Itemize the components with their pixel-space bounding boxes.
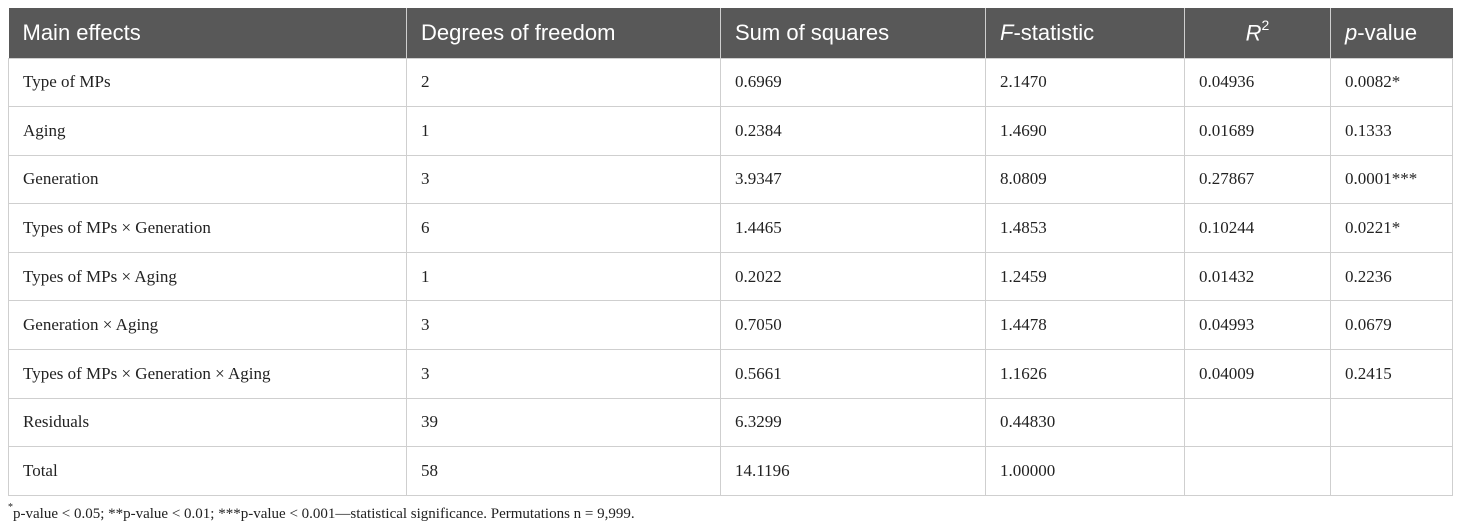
header-degrees-of-freedom: Degrees of freedom <box>406 8 721 58</box>
cell-r-squared: 0.10244 <box>1184 203 1331 253</box>
cell-f-statistic: 1.4690 <box>985 106 1185 156</box>
cell-degrees-of-freedom: 58 <box>406 446 721 496</box>
cell-r-squared: 0.04936 <box>1184 57 1331 108</box>
table-row: Type of MPs 2 0.6969 2.1470 0.04936 0.0082* <box>8 57 1453 108</box>
header-r-italic: R <box>1245 20 1262 46</box>
cell-main-effect: Types of MPs × Generation <box>8 203 407 253</box>
cell-main-effect: Residuals <box>8 397 407 448</box>
cell-sum-of-squares: 0.5661 <box>720 349 986 399</box>
header-f-italic: F <box>1000 19 1014 45</box>
header-main-effects: Main effects <box>8 8 407 58</box>
cell-r-squared <box>1184 446 1331 496</box>
cell-r-squared: 0.04993 <box>1184 300 1331 351</box>
footnote-text: p-value < 0.05; **p-value < 0.01; ***p-v… <box>13 506 635 522</box>
cell-f-statistic: 1.4853 <box>985 203 1185 253</box>
table-row: Types of MPs × Aging 1 0.2022 1.2459 0.01432… <box>8 251 1453 302</box>
cell-degrees-of-freedom: 3 <box>406 349 721 399</box>
cell-p-value: 0.0679 <box>1330 300 1453 351</box>
cell-sum-of-squares: 3.9347 <box>720 154 986 205</box>
cell-p-value: 0.1333 <box>1330 106 1453 156</box>
cell-f-statistic: 0.44830 <box>985 397 1185 448</box>
cell-f-statistic: 8.0809 <box>985 154 1185 205</box>
cell-degrees-of-freedom: 3 <box>406 300 721 351</box>
cell-sum-of-squares: 6.3299 <box>720 397 986 448</box>
cell-sum-of-squares: 0.6969 <box>720 57 986 108</box>
cell-f-statistic: 1.1626 <box>985 349 1185 399</box>
cell-sum-of-squares: 0.2384 <box>720 106 986 156</box>
cell-main-effect: Aging <box>8 106 407 156</box>
table-row: Generation 3 3.9347 8.0809 0.27867 0.0001*** <box>8 154 1453 205</box>
cell-r-squared: 0.01432 <box>1184 251 1331 302</box>
cell-main-effect: Type of MPs <box>8 57 407 108</box>
cell-degrees-of-freedom: 1 <box>406 251 721 302</box>
cell-main-effect: Generation × Aging <box>8 300 407 351</box>
header-sum-of-squares: Sum of squares <box>720 8 986 58</box>
table-row: Types of MPs × Generation 6 1.4465 1.4853 0.… <box>8 203 1453 253</box>
cell-f-statistic: 1.00000 <box>985 446 1185 496</box>
cell-p-value <box>1330 446 1453 496</box>
header-p-value: p-value <box>1330 8 1453 58</box>
header-r-squared: R2 <box>1184 8 1331 58</box>
cell-p-value: 0.0001*** <box>1330 154 1453 205</box>
cell-sum-of-squares: 0.7050 <box>720 300 986 351</box>
cell-p-value: 0.0221* <box>1330 203 1453 253</box>
cell-degrees-of-freedom: 3 <box>406 154 721 205</box>
table-row: Aging 1 0.2384 1.4690 0.01689 0.1333 <box>8 106 1453 156</box>
cell-r-squared <box>1184 397 1331 448</box>
cell-p-value: 0.0082* <box>1330 57 1453 108</box>
anova-table: Main effects Degrees of freedom Sum of s… <box>8 8 1453 496</box>
cell-f-statistic: 1.4478 <box>985 300 1185 351</box>
cell-p-value <box>1330 397 1453 448</box>
cell-f-statistic: 1.2459 <box>985 251 1185 302</box>
footnote-star: * <box>8 502 13 513</box>
cell-main-effect: Types of MPs × Generation × Aging <box>8 349 407 399</box>
cell-r-squared: 0.04009 <box>1184 349 1331 399</box>
cell-degrees-of-freedom: 2 <box>406 57 721 108</box>
cell-sum-of-squares: 14.1196 <box>720 446 986 496</box>
header-row: Main effects Degrees of freedom Sum of s… <box>8 8 1453 58</box>
anova-table-container: Main effects Degrees of freedom Sum of s… <box>8 8 1453 496</box>
header-p-rest: -value <box>1357 19 1418 45</box>
table-footnote: *p-value < 0.05; **p-value < 0.01; ***p-… <box>8 502 635 523</box>
cell-degrees-of-freedom: 1 <box>406 106 721 156</box>
table-row: Generation × Aging 3 0.7050 1.4478 0.04993 0.… <box>8 300 1453 351</box>
table-body: Type of MPs 2 0.6969 2.1470 0.04936 0.0082* Ag… <box>8 57 1453 496</box>
cell-f-statistic: 2.1470 <box>985 57 1185 108</box>
cell-degrees-of-freedom: 6 <box>406 203 721 253</box>
cell-sum-of-squares: 0.2022 <box>720 251 986 302</box>
cell-r-squared: 0.27867 <box>1184 154 1331 205</box>
header-p-italic: p <box>1345 19 1358 45</box>
table-row: Types of MPs × Generation × Aging 3 0.5661… <box>8 349 1453 399</box>
cell-degrees-of-freedom: 39 <box>406 397 721 448</box>
header-r-sup: 2 <box>1261 17 1270 34</box>
header-f-rest: -statistic <box>1013 19 1095 45</box>
cell-p-value: 0.2415 <box>1330 349 1453 399</box>
cell-main-effect: Generation <box>8 154 407 205</box>
table-row: Total 58 14.1196 1.00000 <box>8 446 1453 496</box>
cell-main-effect: Total <box>8 446 407 496</box>
table-row: Residuals 39 6.3299 0.44830 <box>8 397 1453 448</box>
cell-main-effect: Types of MPs × Aging <box>8 251 407 302</box>
header-f-statistic: F-statistic <box>985 8 1185 58</box>
cell-p-value: 0.2236 <box>1330 251 1453 302</box>
cell-sum-of-squares: 1.4465 <box>720 203 986 253</box>
cell-r-squared: 0.01689 <box>1184 106 1331 156</box>
